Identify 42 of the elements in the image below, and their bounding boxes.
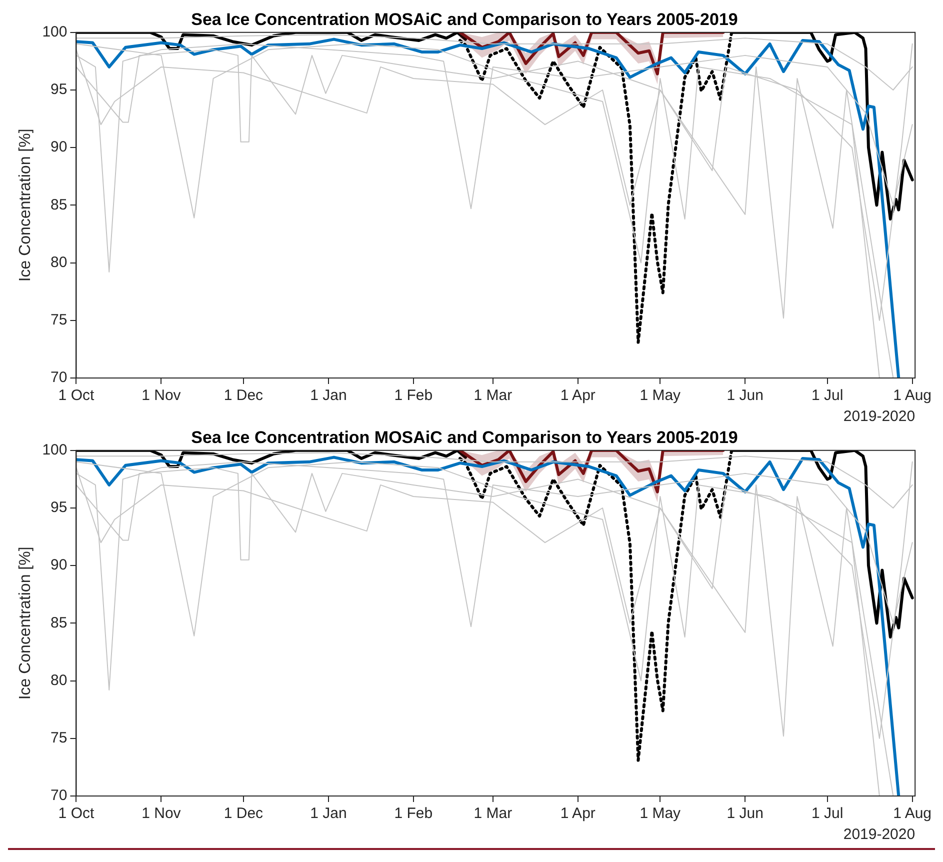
y-tick-label: 75: [50, 730, 68, 747]
x-tick-label: 1 Mar: [474, 387, 512, 404]
x-tick-label: 1 Jan: [310, 387, 347, 404]
x-axis-title: 2019-2020: [843, 408, 916, 426]
y-tick-label: 75: [50, 312, 68, 329]
chart-title: Sea Ice Concentration MOSAiC and Comparison to Years 2005-2019: [191, 428, 738, 447]
x-tick-label: 1 Feb: [394, 387, 433, 404]
y-tick-label: 90: [50, 138, 68, 156]
x-tick-label: 1 Oct: [58, 805, 95, 822]
chart-title: Sea Ice Concentration MOSAiC and Comparison to Years 2005-2019: [191, 10, 738, 29]
x-tick-label: 1 Jan: [310, 805, 347, 822]
y-axis-title: Ice Concentration [%]: [17, 128, 34, 282]
x-axis-title: 2019-2020: [843, 826, 916, 844]
x-tick-label: 1 Aug: [893, 387, 932, 404]
y-tick-label: 85: [50, 614, 68, 632]
x-tick-label: 1 May: [640, 387, 682, 404]
x-tick-label: 1 May: [640, 805, 682, 822]
y-tick-label: 70: [50, 369, 68, 386]
y-tick-label: 80: [50, 672, 68, 689]
x-tick-label: 1 Nov: [142, 805, 182, 822]
x-tick-label: 1 Aug: [893, 805, 932, 822]
x-tick-label: 1 Dec: [224, 805, 264, 822]
x-tick-label: 1 Apr: [560, 387, 596, 404]
x-tick-label: 1 Nov: [142, 387, 182, 404]
x-tick-label: 1 Mar: [474, 805, 512, 822]
y-tick-label: 95: [50, 499, 68, 516]
y-tick-label: 100: [42, 24, 68, 41]
y-tick-label: 95: [50, 81, 68, 98]
x-tick-label: 1 Jul: [812, 805, 844, 822]
x-tick-label: 1 Feb: [394, 805, 433, 822]
x-tick-label: 1 Jun: [726, 387, 764, 404]
x-tick-label: 1 Jun: [726, 805, 764, 822]
x-tick-label: 1 Apr: [560, 805, 596, 822]
y-tick-label: 90: [50, 556, 68, 574]
y-axis-title: Ice Concentration [%]: [17, 546, 34, 700]
x-tick-label: 1 Dec: [224, 387, 264, 404]
x-tick-label: 1 Oct: [58, 387, 95, 404]
y-tick-label: 85: [50, 196, 68, 214]
x-tick-label: 1 Jul: [812, 387, 844, 404]
y-tick-label: 100: [42, 442, 68, 459]
y-tick-label: 70: [50, 787, 68, 804]
y-tick-label: 80: [50, 254, 68, 271]
